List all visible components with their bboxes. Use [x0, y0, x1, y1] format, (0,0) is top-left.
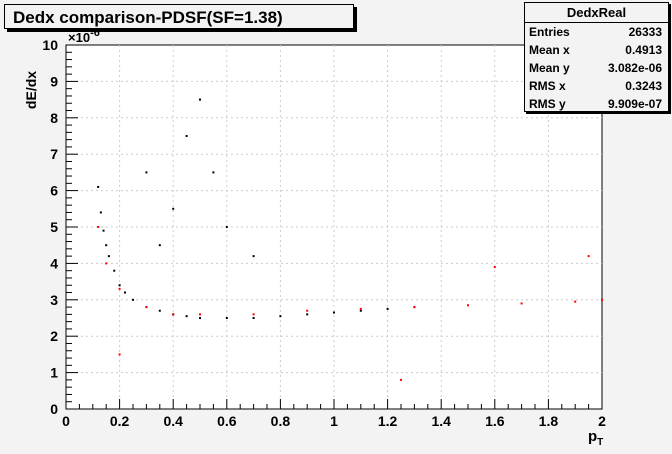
data-point-black — [158, 244, 161, 247]
stats-value: 26333 — [628, 25, 662, 39]
data-point-black — [107, 255, 110, 258]
y-tick-label: 6 — [50, 183, 58, 199]
y-tick-label: 4 — [50, 255, 58, 271]
y-tick-label: 10 — [42, 37, 58, 53]
data-point-black — [252, 255, 255, 258]
data-point-red — [400, 378, 402, 381]
data-point-black — [199, 98, 201, 101]
stats-label: RMS x — [529, 79, 566, 93]
stats-value: 3.082e-06 — [607, 61, 662, 75]
data-point-black — [185, 315, 188, 318]
axes: 0 0.2 0.4 0.6 0.8 1 1.2 1.4 1.6 1.8 2 0 1 2 3 4 5 6 7 8 9 10 — [42, 37, 606, 429]
data-point-red — [118, 353, 121, 356]
x-tick-label: 1 — [330, 413, 338, 429]
data-point-red — [587, 255, 590, 258]
data-point-red — [520, 302, 523, 305]
stats-row: RMS y 9.909e-07 — [525, 95, 668, 113]
series-red-points — [97, 226, 603, 381]
data-point-black — [145, 171, 148, 174]
data-point-black — [97, 185, 100, 188]
stats-value: 9.909e-07 — [607, 97, 662, 111]
data-point-black — [359, 309, 362, 312]
x-tick-label: 0.6 — [217, 413, 237, 429]
stats-label: Mean y — [529, 61, 570, 75]
chart-title: Dedx comparison-PDSF(SF=1.38) — [4, 4, 354, 29]
y-tick-label: 8 — [50, 110, 58, 126]
stats-row: Mean y 3.082e-06 — [525, 59, 668, 77]
x-tick-label: 0.8 — [271, 413, 291, 429]
data-point-red — [467, 304, 469, 307]
stats-value: 0.4913 — [625, 43, 662, 57]
x-tick-label: 1.6 — [485, 413, 505, 429]
stats-row: RMS x 0.3243 — [525, 77, 668, 95]
data-point-black — [225, 226, 228, 228]
data-point-black — [105, 244, 108, 247]
x-tick-label: 0.2 — [110, 413, 130, 429]
stats-box: DedxReal Entries 26333 Mean x 0.4913 Mea… — [524, 2, 669, 112]
y-tick-label: 3 — [50, 292, 58, 308]
data-point-red — [105, 262, 108, 265]
stats-row: Entries 26333 — [525, 23, 668, 41]
y-tick-label: 9 — [50, 73, 58, 89]
stats-label: Entries — [529, 25, 570, 39]
data-point-black — [386, 307, 389, 310]
data-point-black — [132, 298, 134, 301]
data-point-black — [252, 317, 255, 319]
stats-label: Mean x — [529, 43, 570, 57]
y-tick-label: 2 — [50, 328, 58, 344]
data-point-black — [172, 207, 175, 210]
data-point-red — [145, 306, 148, 309]
y-axis-label: dE/dx — [23, 71, 39, 109]
x-tick-label: 0 — [62, 413, 70, 429]
x-tick-label: 0.4 — [163, 413, 183, 429]
data-point-red — [172, 313, 175, 316]
y-tick-label: 0 — [50, 401, 58, 417]
data-point-red — [118, 287, 121, 290]
data-point-black — [185, 135, 188, 137]
x-tick-label: 2 — [598, 413, 606, 429]
data-point-black — [306, 313, 309, 316]
data-point-red — [306, 309, 309, 312]
data-point-black — [333, 311, 335, 314]
y-tick-label: 5 — [50, 219, 58, 235]
data-point-black — [118, 284, 121, 287]
stats-value: 0.3243 — [625, 79, 662, 93]
stats-label: RMS y — [529, 97, 566, 111]
data-point-black — [225, 317, 228, 319]
data-point-black — [99, 211, 102, 214]
stats-name: DedxReal — [525, 3, 668, 23]
data-point-red — [199, 313, 201, 316]
data-point-black — [158, 309, 161, 312]
data-point-black — [123, 291, 126, 294]
stats-row: Mean x 0.4913 — [525, 41, 668, 59]
grid-lines — [66, 45, 602, 409]
x-tick-label: 1.2 — [378, 413, 398, 429]
x-tick-label: 1.8 — [539, 413, 559, 429]
data-point-red — [359, 307, 362, 310]
x-tick-label: 1.4 — [431, 413, 451, 429]
data-point-red — [252, 313, 255, 316]
x-axis-label: pT — [588, 428, 603, 448]
data-point-black — [102, 229, 105, 232]
data-point-red — [97, 226, 100, 228]
data-point-red — [413, 306, 416, 309]
data-point-black — [199, 317, 201, 319]
data-point-black — [279, 315, 282, 318]
data-point-red — [574, 300, 577, 303]
y-tick-label: 1 — [50, 365, 58, 381]
data-point-red — [601, 298, 603, 301]
data-point-black — [212, 171, 215, 174]
data-point-red — [493, 266, 496, 269]
y-tick-label: 7 — [50, 146, 58, 162]
data-point-black — [113, 269, 116, 272]
